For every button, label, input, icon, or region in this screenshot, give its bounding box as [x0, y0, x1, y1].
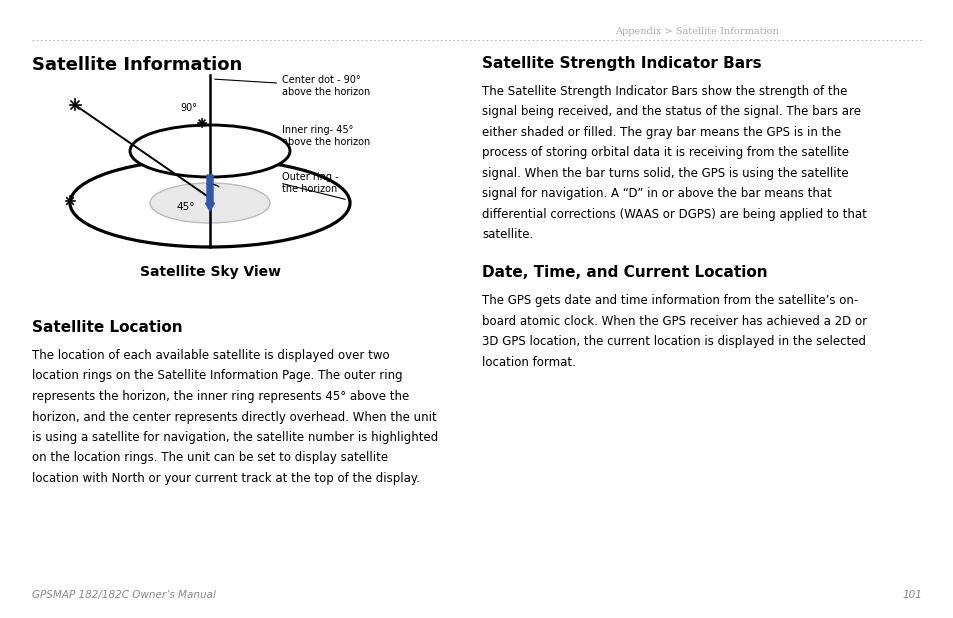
- Text: Center dot - 90°
above the horizon: Center dot - 90° above the horizon: [214, 75, 370, 97]
- Text: Satellite Strength Indicator Bars: Satellite Strength Indicator Bars: [481, 56, 760, 71]
- Ellipse shape: [70, 159, 350, 247]
- Text: The GPS gets date and time information from the satellite’s on-: The GPS gets date and time information f…: [481, 294, 858, 307]
- Text: Date, Time, and Current Location: Date, Time, and Current Location: [481, 265, 767, 280]
- Text: The Satellite Strength Indicator Bars show the strength of the: The Satellite Strength Indicator Bars sh…: [481, 85, 846, 98]
- Ellipse shape: [150, 183, 270, 223]
- Text: differential corrections (WAAS or DGPS) are being applied to that: differential corrections (WAAS or DGPS) …: [481, 208, 866, 221]
- Text: signal. When the bar turns solid, the GPS is using the satellite: signal. When the bar turns solid, the GP…: [481, 167, 848, 180]
- Text: The location of each available satellite is displayed over two: The location of each available satellite…: [32, 349, 389, 362]
- Text: signal being received, and the status of the signal. The bars are: signal being received, and the status of…: [481, 106, 861, 119]
- Ellipse shape: [130, 125, 290, 177]
- Text: 3D GPS location, the current location is displayed in the selected: 3D GPS location, the current location is…: [481, 335, 865, 348]
- Text: 90°: 90°: [180, 103, 196, 113]
- Text: Appendix > Satellite Information: Appendix > Satellite Information: [615, 27, 778, 36]
- Text: satellite.: satellite.: [481, 229, 533, 242]
- Text: either shaded or filled. The gray bar means the GPS is in the: either shaded or filled. The gray bar me…: [481, 126, 841, 139]
- Text: location with North or your current track at the top of the display.: location with North or your current trac…: [32, 472, 419, 485]
- Text: board atomic clock. When the GPS receiver has achieved a 2D or: board atomic clock. When the GPS receive…: [481, 315, 866, 328]
- Text: 101: 101: [902, 590, 921, 600]
- Text: GPSMAP 182/182C Owner’s Manual: GPSMAP 182/182C Owner’s Manual: [32, 590, 215, 600]
- Text: location format.: location format.: [481, 355, 576, 368]
- Text: Satellite Location: Satellite Location: [32, 320, 182, 335]
- FancyArrow shape: [205, 175, 214, 211]
- Text: signal for navigation. A “D” in or above the bar means that: signal for navigation. A “D” in or above…: [481, 187, 831, 200]
- Text: Satellite Sky View: Satellite Sky View: [139, 265, 280, 279]
- Text: 45°: 45°: [176, 202, 195, 212]
- Text: Satellite Information: Satellite Information: [32, 56, 242, 74]
- Text: is using a satellite for navigation, the satellite number is highlighted: is using a satellite for navigation, the…: [32, 431, 437, 444]
- Text: Inner ring- 45°
above the horizon: Inner ring- 45° above the horizon: [282, 125, 370, 147]
- Text: horizon, and the center represents directly overhead. When the unit: horizon, and the center represents direc…: [32, 410, 436, 423]
- Text: represents the horizon, the inner ring represents 45° above the: represents the horizon, the inner ring r…: [32, 390, 409, 403]
- Text: Outer ring -
the horizon: Outer ring - the horizon: [282, 172, 338, 194]
- Text: on the location rings. The unit can be set to display satellite: on the location rings. The unit can be s…: [32, 452, 388, 465]
- Text: process of storing orbital data it is receiving from the satellite: process of storing orbital data it is re…: [481, 146, 848, 159]
- Text: location rings on the Satellite Information Page. The outer ring: location rings on the Satellite Informat…: [32, 370, 402, 383]
